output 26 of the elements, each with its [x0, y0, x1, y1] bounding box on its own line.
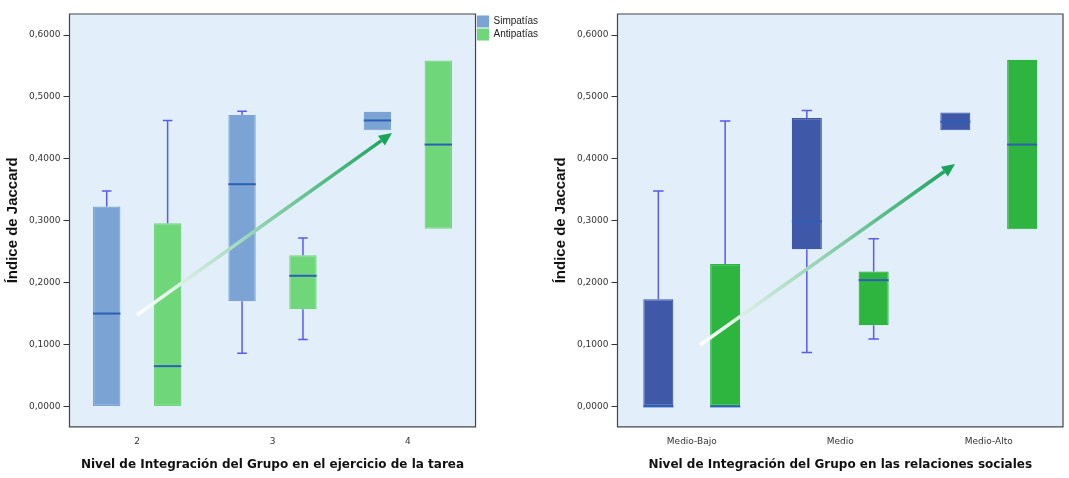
x-tick-label: Medio: [826, 435, 855, 446]
x-tick-label: 3: [269, 435, 276, 446]
y-axis-title: Índice de Jaccard: [3, 157, 21, 284]
y-tick-label: 0,1000: [28, 338, 61, 349]
x-axis-title: Nivel de Integración del Grupo en el ejercicio de la tarea: [80, 456, 465, 471]
x-tick-label: 2: [134, 435, 141, 446]
x-tick-label: 4: [404, 435, 411, 446]
y-tick-label: 0,3000: [576, 215, 609, 226]
y-tick-label: 0,4000: [576, 153, 609, 164]
y-tick-label: 0,2000: [28, 276, 61, 287]
x-axis-title: Nivel de Integración del Grupo en las relaciones sociales: [648, 456, 1033, 471]
legend-label: Simpatías: [493, 15, 538, 27]
y-tick-label: 0,5000: [576, 91, 609, 102]
y-tick-label: 0,2000: [576, 276, 609, 287]
y-tick-label: 0,3000: [28, 215, 61, 226]
y-tick-label: 0,4000: [28, 153, 61, 164]
y-tick-label: 0,5000: [28, 91, 61, 102]
x-tick-label: Medio-Bajo: [666, 435, 718, 446]
y-tick-label: 0,6000: [28, 29, 61, 40]
y-tick-label: 0,0000: [576, 400, 609, 411]
y-axis-title: Índice de Jaccard: [551, 157, 569, 284]
y-tick-label: 0,6000: [576, 29, 609, 40]
legend-label: Antipatías: [493, 28, 539, 40]
y-tick-label: 0,0000: [28, 400, 61, 411]
y-tick-label: 0,1000: [576, 338, 609, 349]
x-tick-label: Medio-Alto: [964, 435, 1014, 446]
